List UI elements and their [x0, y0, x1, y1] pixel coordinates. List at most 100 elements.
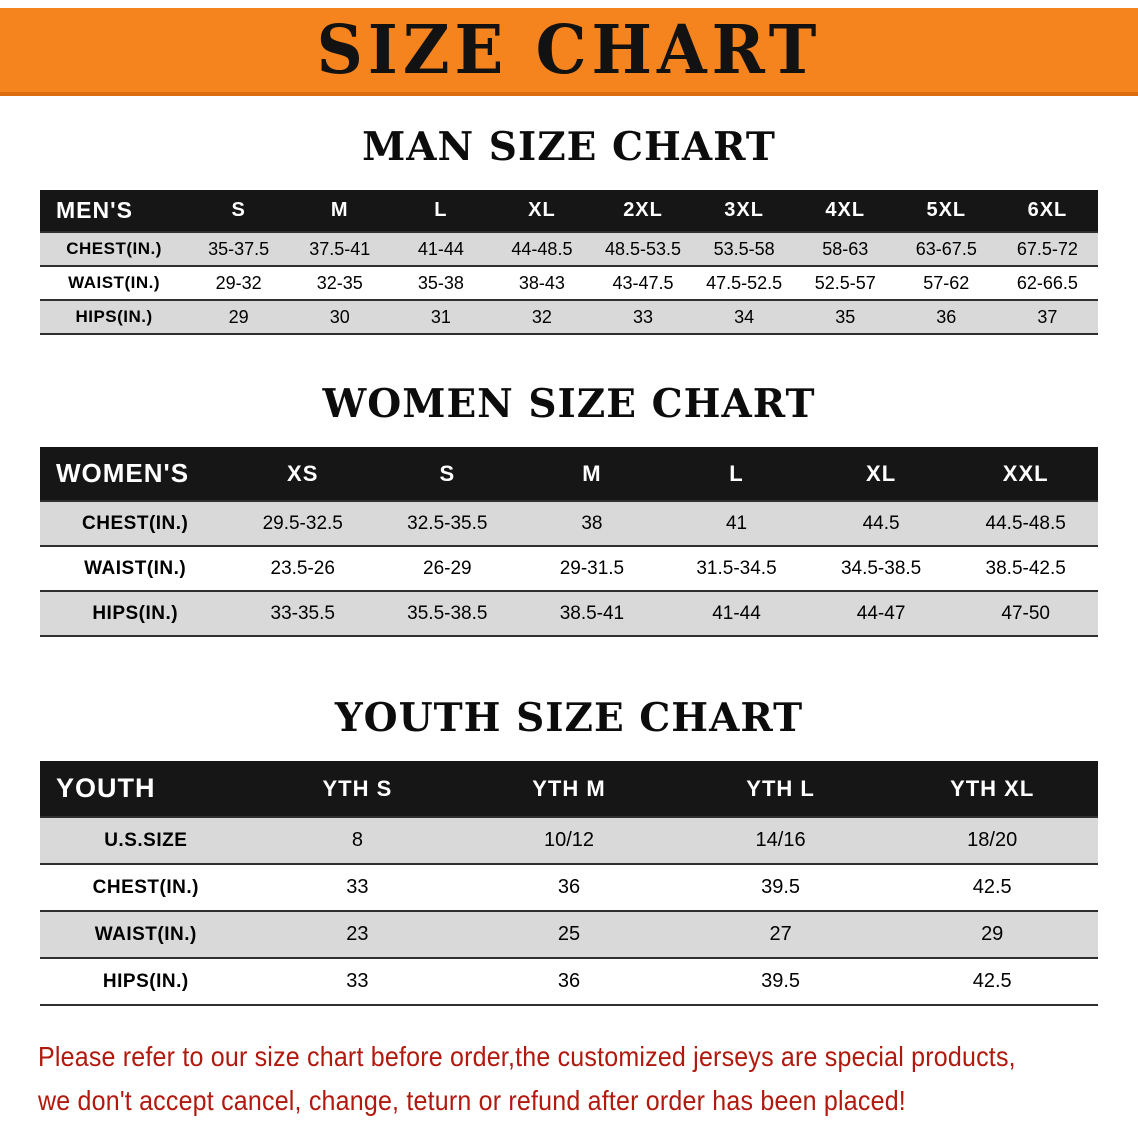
size-header-cell: YTH S	[251, 761, 464, 817]
value-cell: 26-29	[423, 557, 472, 579]
value-cell: 29.5-32.5	[262, 512, 343, 534]
value-cell: 23	[346, 923, 369, 945]
size-header-cell: YTH M	[463, 761, 675, 817]
value-cell: 47-50	[1001, 602, 1050, 624]
value-cell: 48.5-53.5	[605, 238, 682, 259]
measurement-row: CHEST(IN.) 35-37.5 37.5-41 41-44 44-48.5 48.5…	[40, 232, 1098, 266]
value-cell: 32.5-35.5	[407, 512, 488, 534]
value-cell: 8	[351, 829, 363, 851]
size-header-cell: XL	[808, 447, 954, 501]
row-label-cell: HIPS(IN.)	[102, 970, 189, 992]
value-cell: 31	[430, 306, 451, 327]
value-cell: 36	[557, 876, 581, 898]
value-cell: 29-32	[215, 272, 262, 293]
disclaimer-line-2: we don't accept cancel, change, teturn o…	[38, 1085, 906, 1117]
size-chart-banner: SIZE CHART	[0, 8, 1138, 96]
size-header-cell: 5XL	[895, 190, 997, 232]
youth-size-section: YOUTH SIZE CHART YOUTH YTH S YTH M YTH L YTH…	[0, 695, 1138, 1006]
youth-section-heading: YOUTH SIZE CHART	[334, 695, 804, 741]
size-header-cell: 4XL	[794, 190, 896, 232]
value-cell: 34	[734, 306, 755, 327]
value-cell: 36	[557, 970, 581, 992]
measurement-row: HIPS(IN.) 33 36 39.5 42.5	[40, 958, 1098, 1005]
value-cell: 38	[581, 512, 603, 534]
men-size-section: MAN SIZE CHART MEN'S S M L XL 2XL 3XL 4XL 5XL 6XL…	[0, 124, 1138, 335]
measurement-row: CHEST(IN.) 33 36 39.5 42.5	[40, 864, 1098, 911]
row-label-cell: U.S.SIZE	[104, 829, 188, 851]
value-cell: 31.5-34.5	[696, 557, 777, 579]
value-cell: 35-37.5	[208, 238, 270, 259]
measurement-row: WAIST(IN.) 23 25 27 29	[40, 911, 1098, 958]
table-title-cell: WOMEN'S	[40, 447, 231, 501]
women-size-section: WOMEN SIZE CHART WOMEN'S XS S M L XL XXL CHEST(…	[0, 381, 1138, 637]
value-cell: 29	[228, 306, 249, 327]
value-cell: 53.5-58	[713, 238, 775, 259]
row-label-cell: HIPS(IN.)	[75, 307, 153, 326]
size-header-cell: YTH L	[674, 761, 887, 817]
row-label-cell: CHEST(IN.)	[66, 239, 162, 258]
value-cell: 41	[725, 512, 748, 534]
value-cell: 33-35.5	[270, 602, 335, 624]
value-cell: 33	[633, 306, 654, 327]
value-cell: 44-47	[856, 602, 906, 624]
value-cell: 52.5-57	[814, 272, 876, 293]
table-header-row: WOMEN'S XS S M L XL XXL	[40, 447, 1098, 501]
size-header-cell: XL	[491, 190, 593, 232]
value-cell: 27	[769, 923, 792, 945]
men-size-table: MEN'S S M L XL 2XL 3XL 4XL 5XL 6XL CHEST(IN.) 35-37…	[40, 190, 1098, 335]
size-header-cell: S	[188, 190, 290, 232]
size-header-cell: YTH XL	[886, 761, 1098, 817]
size-header-cell: L	[390, 190, 492, 232]
value-cell: 38.5-41	[559, 602, 625, 624]
value-cell: 42.5	[972, 876, 1012, 898]
measurement-row: U.S.SIZE 8 10/12 14/16 18/20	[40, 817, 1098, 864]
value-cell: 39.5	[761, 970, 801, 992]
value-cell: 18/20	[967, 829, 1018, 851]
value-cell: 33	[346, 970, 369, 992]
size-header-cell: XS	[230, 447, 376, 501]
value-cell: 41-44	[712, 602, 761, 624]
value-cell: 62-66.5	[1016, 272, 1078, 293]
table-header-row: YOUTH YTH S YTH M YTH L YTH XL	[40, 761, 1098, 817]
row-label-cell: CHEST(IN.)	[92, 876, 199, 898]
value-cell: 44-48.5	[511, 238, 573, 259]
value-cell: 37	[1037, 306, 1058, 327]
measurement-row: CHEST(IN.) 29.5-32.5 32.5-35.5 38 41 44.5 44.5…	[40, 501, 1098, 546]
value-cell: 35	[835, 306, 856, 327]
size-header-cell: M	[289, 190, 391, 232]
value-cell: 38-43	[518, 272, 565, 293]
value-cell: 36	[936, 306, 957, 327]
women-section-heading: WOMEN SIZE CHART	[322, 381, 816, 427]
size-header-cell: S	[375, 447, 520, 501]
value-cell: 35.5-38.5	[407, 602, 488, 624]
value-cell: 34.5-38.5	[840, 557, 922, 579]
row-label-cell: CHEST(IN.)	[82, 512, 189, 534]
value-cell: 32-35	[316, 272, 363, 293]
value-cell: 23.5-26	[270, 557, 335, 579]
men-section-heading: MAN SIZE CHART	[362, 124, 776, 170]
value-cell: 38.5-42.5	[985, 557, 1066, 579]
row-label-cell: HIPS(IN.)	[92, 602, 179, 624]
size-header-cell: XXL	[953, 447, 1098, 501]
value-cell: 43-47.5	[612, 272, 674, 293]
value-cell: 58-63	[822, 238, 869, 259]
value-cell: 33	[346, 876, 369, 898]
measurement-row: WAIST(IN.) 23.5-26 26-29 29-31.5 31.5-34.5 34…	[40, 546, 1098, 591]
value-cell: 37.5-41	[309, 238, 371, 259]
value-cell: 25	[557, 923, 581, 945]
value-cell: 57-62	[923, 272, 970, 293]
banner-title: SIZE CHART	[316, 10, 822, 90]
youth-size-table: YOUTH YTH S YTH M YTH L YTH XL U.S.SIZE 8 10/12…	[40, 761, 1098, 1006]
value-cell: 10/12	[543, 829, 595, 851]
value-cell: 32	[531, 306, 552, 327]
row-label-cell: WAIST(IN.)	[68, 273, 160, 292]
value-cell: 29-31.5	[559, 557, 625, 579]
size-header-cell: 3XL	[693, 190, 795, 232]
row-label-cell: WAIST(IN.)	[94, 923, 197, 945]
size-header-cell: L	[664, 447, 809, 501]
disclaimer-note: Please refer to our size chart before or…	[38, 1036, 1100, 1123]
table-title-cell: YOUTH	[40, 761, 252, 817]
measurement-row: HIPS(IN.) 29 30 31 32 33 34 35 36 37	[40, 300, 1098, 334]
size-header-cell: 2XL	[592, 190, 694, 232]
value-cell: 44.5	[862, 512, 900, 534]
